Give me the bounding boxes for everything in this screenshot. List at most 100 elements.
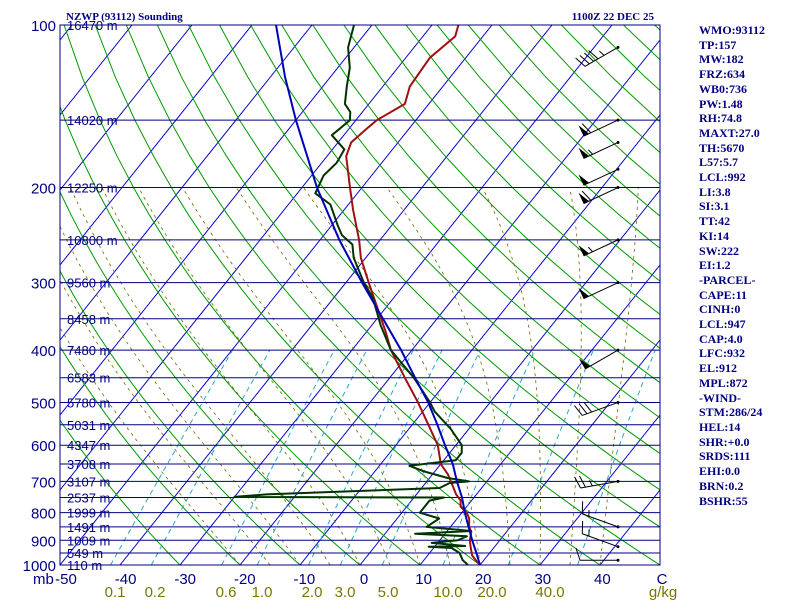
wind-barb [578, 167, 620, 186]
isotherm-line [60, 25, 493, 565]
parcel-trace [275, 25, 481, 565]
temperature-tick-label: C [657, 571, 668, 588]
plot-border [59, 24, 661, 566]
temperature-tick-label: 10 [415, 571, 432, 588]
index-line: SI:3.1 [699, 199, 730, 214]
isotherm-line [539, 414, 660, 565]
height-label: 1999 m [67, 506, 110, 521]
mixing-ratio-tick-label: 40.0 [535, 584, 564, 600]
index-line: HEL:14 [699, 419, 741, 434]
temperature-tick-label: 30 [534, 571, 551, 588]
index-line: TP:157 [699, 37, 737, 52]
station-title: NZWP (93112) Sounding [66, 11, 183, 23]
index-line: EHI:0.0 [699, 464, 741, 479]
wind-barb [578, 238, 620, 257]
moist-adiabat-line [101, 187, 361, 565]
wind-barb [574, 400, 620, 416]
wind-barb [578, 186, 620, 205]
index-line: SHR:+0.0 [699, 434, 750, 449]
mixing-ratio-line [110, 349, 233, 565]
isotherm-line [359, 189, 660, 565]
index-line: LCL:992 [699, 170, 746, 185]
height-label: 10800 m [67, 233, 118, 248]
isotherm-line [179, 25, 613, 565]
index-line: LI:3.8 [699, 184, 731, 199]
wind-barb [578, 281, 620, 300]
index-line: WMO:93112 [699, 23, 765, 37]
index-line: TH:5670 [699, 140, 745, 155]
isotherm-line [60, 25, 133, 116]
height-label: 549 m [67, 546, 103, 561]
height-label: 4347 m [67, 438, 110, 453]
mixing-ratio-tick-label: 2.0 [302, 584, 323, 600]
moist-adiabat-line [138, 187, 391, 565]
wind-barb [578, 118, 620, 137]
mixing-ratio-tick-label: 1.0 [252, 584, 273, 600]
valid-time: 1100Z 22 DEC 25 [572, 11, 655, 23]
index-line: SRDS:111 [699, 449, 751, 464]
isotherm-line [60, 25, 253, 266]
index-line: L57:5.7 [699, 155, 738, 170]
index-line: EI:1.2 [699, 258, 731, 273]
wind-barb [579, 348, 620, 370]
wind-barb [574, 475, 620, 489]
height-label: 6583 m [67, 371, 110, 386]
temperature-tick-label: 20 [475, 571, 492, 588]
mixing-ratio-tick-label: 20.0 [477, 584, 506, 600]
height-label: 5031 m [67, 418, 110, 433]
index-line: RH:74.8 [699, 111, 742, 126]
mixing-ratio-tick-label: 0.6 [216, 584, 237, 600]
isotherm-line [119, 25, 553, 565]
index-line: CINH:0 [699, 302, 741, 317]
pressure-tick-label: 400 [31, 343, 56, 360]
isotherm-line [239, 39, 660, 565]
index-line: LFC:932 [699, 346, 745, 361]
pressure-tick-label: 200 [31, 181, 56, 198]
isotherm-line [60, 25, 373, 416]
index-line: LCL:947 [699, 317, 746, 332]
index-line: MW:182 [699, 52, 744, 67]
isotherm-line [299, 114, 660, 565]
temperature-tick-label: -50 [55, 571, 77, 588]
mixing-ratio-line [308, 349, 414, 565]
isotherm-line [419, 264, 660, 565]
index-line: CAP:4.0 [699, 331, 743, 346]
index-line: BRN:0.2 [699, 478, 744, 493]
height-label: 12250 m [67, 181, 118, 196]
index-line: STM:286/24 [699, 405, 763, 420]
wind-barb [581, 501, 620, 529]
index-line: WB0:736 [699, 81, 747, 96]
mixing-ratio-line [150, 349, 271, 565]
index-line: BSHR:55 [699, 493, 748, 508]
wind-barb [575, 548, 620, 562]
temperature-trace [345, 25, 481, 565]
height-label: 9560 m [67, 276, 110, 291]
moist-adiabat-line [182, 187, 421, 565]
pressure-tick-label: 800 [31, 506, 56, 523]
index-line: SW:222 [699, 243, 740, 258]
index-line: MPL:872 [699, 375, 748, 390]
pressure-tick-label: 100 [31, 18, 56, 35]
isotherm-line [0, 25, 12, 565]
mixing-ratio-tick-label: g/kg [649, 584, 677, 600]
pressure-axis-label: mb [33, 571, 54, 588]
dewpoint-trace [233, 25, 473, 565]
pressure-tick-label: 700 [31, 474, 56, 491]
index-line: PW:1.48 [699, 96, 743, 111]
moist-adiabat-line [303, 187, 481, 565]
pressure-tick-label: 600 [31, 438, 56, 455]
temperature-tick-label: -20 [234, 571, 256, 588]
mixing-ratio-tick-label: 0.2 [145, 584, 166, 600]
wind-barb [575, 45, 620, 67]
index-line: MAXT:27.0 [699, 125, 760, 140]
moist-adiabat-line [60, 225, 301, 565]
index-line: EL:912 [699, 361, 738, 376]
mixing-ratio-tick-label: 3.0 [335, 584, 356, 600]
height-label: 3708 m [67, 457, 110, 472]
height-label: 14020 m [67, 113, 118, 128]
height-label: 2537 m [67, 491, 110, 506]
mixing-ratio-tick-label: 10.0 [433, 584, 462, 600]
temperature-tick-label: -30 [174, 571, 196, 588]
